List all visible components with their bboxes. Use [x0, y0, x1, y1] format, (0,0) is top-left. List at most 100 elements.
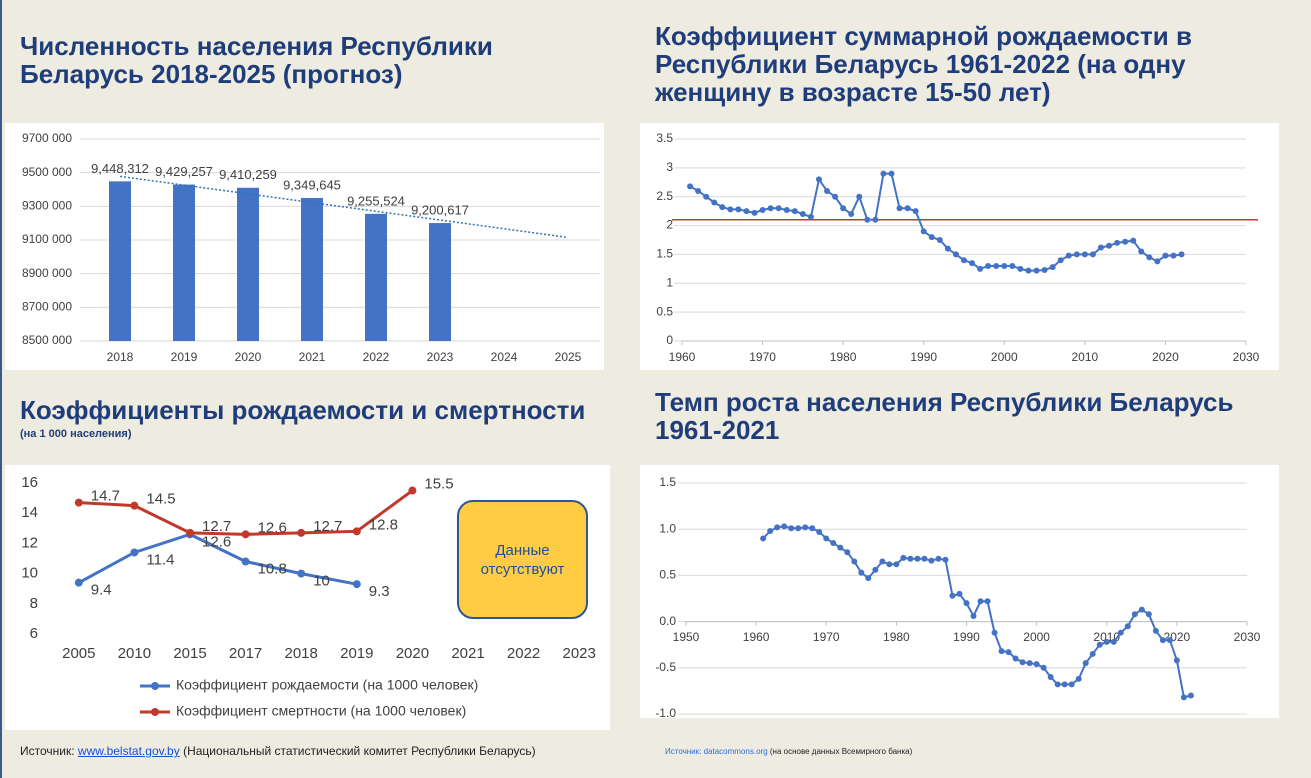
y-tick-label: 1.5: [659, 475, 676, 489]
data-point: [1178, 251, 1185, 258]
data-point: [888, 170, 895, 177]
y-tick-label: 0: [666, 333, 673, 347]
data-point: [1033, 267, 1040, 274]
x-tick-label: 2015: [173, 645, 206, 662]
data-point: [816, 528, 823, 535]
y-tick-label: 1.5: [656, 247, 673, 261]
data-point: [719, 204, 726, 211]
data-point: [912, 208, 919, 215]
x-tick-label: 2022: [507, 645, 540, 662]
data-point: [1103, 638, 1110, 645]
data-point: [735, 206, 742, 213]
data-point: [1057, 257, 1064, 264]
data-point: [1138, 606, 1145, 613]
data-point: [1110, 638, 1117, 645]
data-point: [408, 486, 417, 495]
data-point: [352, 580, 361, 589]
y-tick-label: 14: [21, 504, 38, 521]
data-point: [130, 548, 139, 557]
data-point: [1114, 239, 1121, 246]
data-point: [872, 566, 879, 573]
value-label: 12.8: [369, 516, 398, 533]
x-tick-label: 2000: [991, 350, 1018, 364]
x-tick-label: 2019: [340, 645, 373, 662]
value-label: 14.5: [146, 491, 175, 508]
data-point: [695, 187, 702, 194]
x-tick-label: 1970: [813, 630, 840, 644]
data-point: [1040, 664, 1047, 671]
chart-title: Темп роста населения Республики Беларусь…: [655, 387, 1234, 445]
data-point: [907, 555, 914, 562]
data-point: [900, 554, 907, 561]
data-point: [830, 540, 837, 547]
x-tick-label: 1980: [883, 630, 910, 644]
data-point: [969, 260, 976, 267]
y-tick-label: 1: [666, 275, 673, 289]
data-point: [1012, 655, 1019, 662]
value-label: 10.8: [258, 560, 287, 577]
data-point: [956, 590, 963, 597]
data-point: [991, 629, 998, 636]
bar: [237, 187, 259, 341]
data-point: [904, 205, 911, 212]
legend-swatch: [151, 682, 159, 690]
y-tick-label: 16: [21, 474, 38, 491]
data-point: [1009, 262, 1016, 269]
x-tick-label: 2024: [491, 350, 518, 364]
data-point: [1117, 629, 1124, 636]
data-point: [297, 528, 306, 537]
data-point: [1170, 252, 1177, 259]
data-point: [952, 251, 959, 258]
data-point: [872, 216, 879, 223]
bar: [109, 181, 131, 341]
data-point: [297, 569, 306, 578]
data-point: [944, 245, 951, 252]
data-point: [1025, 267, 1032, 274]
data-point: [893, 561, 900, 568]
data-point: [781, 523, 788, 530]
data-line: [78, 532, 358, 586]
data-point: [942, 556, 949, 563]
data-point: [1001, 262, 1008, 269]
y-tick-label: 8500 000: [22, 333, 72, 347]
data-point: [767, 205, 774, 212]
data-point: [1005, 649, 1012, 656]
x-tick-label: 2020: [1152, 350, 1179, 364]
value-label: 9,410,259: [219, 167, 277, 182]
x-tick-label: 2021: [299, 350, 326, 364]
value-label: 9.3: [369, 583, 390, 600]
data-point: [1065, 252, 1072, 259]
data-point: [1173, 657, 1180, 664]
source-prefix: Источник:: [20, 744, 75, 758]
data-point: [783, 206, 790, 213]
source-link[interactable]: www.belstat.gov.by: [77, 744, 180, 758]
y-tick-label: 10: [21, 565, 38, 582]
data-point: [993, 262, 1000, 269]
data-point: [970, 613, 977, 620]
trendline: [119, 175, 569, 239]
data-point: [815, 176, 822, 183]
data-point: [936, 237, 943, 243]
data-point: [743, 208, 750, 215]
y-tick-label: 9100 000: [22, 232, 72, 246]
data-point: [1061, 681, 1068, 688]
data-point: [879, 558, 886, 565]
x-tick-label: 2018: [107, 350, 134, 364]
source-link[interactable]: datacommons.org: [703, 747, 768, 756]
data-point: [241, 557, 250, 566]
value-label: 11.4: [146, 551, 174, 568]
data-point: [1180, 694, 1187, 701]
legend-swatch: [151, 708, 159, 716]
x-tick-label: 2010: [1072, 350, 1099, 364]
data-point: [1017, 265, 1024, 272]
value-label: 12.7: [202, 518, 231, 535]
data-point: [687, 183, 694, 190]
source-prefix[interactable]: Источник:: [665, 747, 702, 756]
source-text: (на основе данных Всемирного банка): [769, 747, 913, 756]
data-point: [1106, 242, 1113, 249]
data-point: [74, 498, 83, 507]
y-tick-label: 0.5: [659, 568, 676, 582]
data-point: [1047, 674, 1054, 681]
y-tick-label: 9300 000: [22, 199, 72, 213]
data-point: [1041, 267, 1048, 274]
